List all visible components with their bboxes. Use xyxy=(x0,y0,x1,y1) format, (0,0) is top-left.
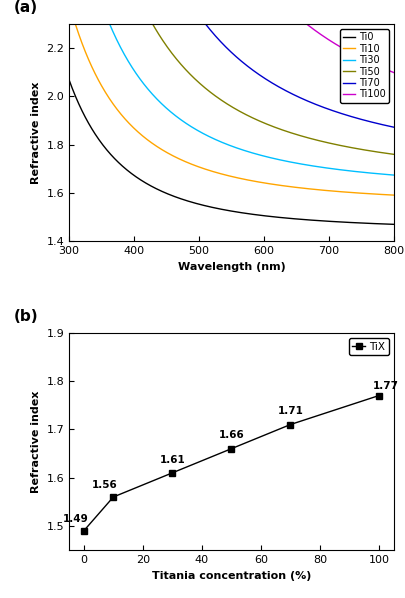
TiX xyxy=(228,445,233,452)
TiX xyxy=(81,527,86,535)
Ti50 xyxy=(222,99,227,106)
Line: Ti100: Ti100 xyxy=(69,0,393,72)
Line: Ti30: Ti30 xyxy=(69,0,393,175)
Line: TiX: TiX xyxy=(81,393,381,533)
Ti10 xyxy=(66,0,71,7)
Text: (a): (a) xyxy=(14,0,38,15)
Line: Ti10: Ti10 xyxy=(69,3,393,195)
Line: Ti50: Ti50 xyxy=(69,0,393,154)
Legend: TiX: TiX xyxy=(348,338,388,355)
Ti0 xyxy=(222,206,227,213)
Ti70 xyxy=(383,122,388,129)
Ti100 xyxy=(332,40,337,47)
Ti30 xyxy=(332,166,337,173)
Ti10 xyxy=(332,188,337,195)
TiX xyxy=(111,493,115,501)
TiX xyxy=(287,421,292,428)
Ti70 xyxy=(332,108,337,115)
Ti30 xyxy=(220,139,225,147)
Ti0 xyxy=(390,221,395,228)
Ti0 xyxy=(259,212,264,219)
Text: 1.71: 1.71 xyxy=(277,406,303,416)
Line: Ti0: Ti0 xyxy=(69,80,393,224)
Ti30 xyxy=(390,172,395,179)
Ti50 xyxy=(383,150,388,157)
Ti10 xyxy=(242,176,247,183)
Ti50 xyxy=(332,141,337,148)
Text: 1.49: 1.49 xyxy=(62,514,88,524)
Ti100 xyxy=(383,66,388,73)
Text: (b): (b) xyxy=(14,309,38,324)
Text: 1.61: 1.61 xyxy=(159,454,185,465)
X-axis label: Wavelength (nm): Wavelength (nm) xyxy=(177,262,285,272)
Ti0 xyxy=(242,210,247,217)
TiX xyxy=(376,392,381,399)
Ti70 xyxy=(259,73,264,80)
Ti10 xyxy=(259,179,264,186)
Ti70 xyxy=(242,60,247,68)
Ti0 xyxy=(66,76,71,83)
Ti10 xyxy=(390,191,395,199)
Y-axis label: Refractive index: Refractive index xyxy=(31,81,40,184)
Ti50 xyxy=(220,98,225,105)
Ti0 xyxy=(220,206,225,213)
Line: Ti70: Ti70 xyxy=(69,0,393,127)
Ti10 xyxy=(222,172,227,179)
X-axis label: Titania concentration (%): Titania concentration (%) xyxy=(151,570,310,581)
Text: 1.56: 1.56 xyxy=(92,480,117,490)
Ti50 xyxy=(242,111,247,118)
Ti70 xyxy=(220,41,225,48)
TiX xyxy=(170,469,175,477)
Y-axis label: Refractive index: Refractive index xyxy=(31,390,41,493)
Legend: Ti0, Ti10, Ti30, Ti50, Ti70, Ti100: Ti0, Ti10, Ti30, Ti50, Ti70, Ti100 xyxy=(339,29,388,103)
Ti30 xyxy=(259,152,264,159)
Ti10 xyxy=(220,171,225,178)
Ti0 xyxy=(332,218,337,225)
Ti50 xyxy=(259,118,264,126)
Ti0 xyxy=(383,221,388,228)
Ti70 xyxy=(390,124,395,131)
Text: 1.77: 1.77 xyxy=(372,382,398,391)
Text: 1.66: 1.66 xyxy=(218,431,244,440)
Ti30 xyxy=(383,171,388,178)
Ti30 xyxy=(242,147,247,154)
Ti10 xyxy=(383,191,388,199)
Ti70 xyxy=(222,43,227,50)
Ti30 xyxy=(222,140,227,147)
Ti50 xyxy=(390,151,395,158)
Ti100 xyxy=(390,69,395,76)
